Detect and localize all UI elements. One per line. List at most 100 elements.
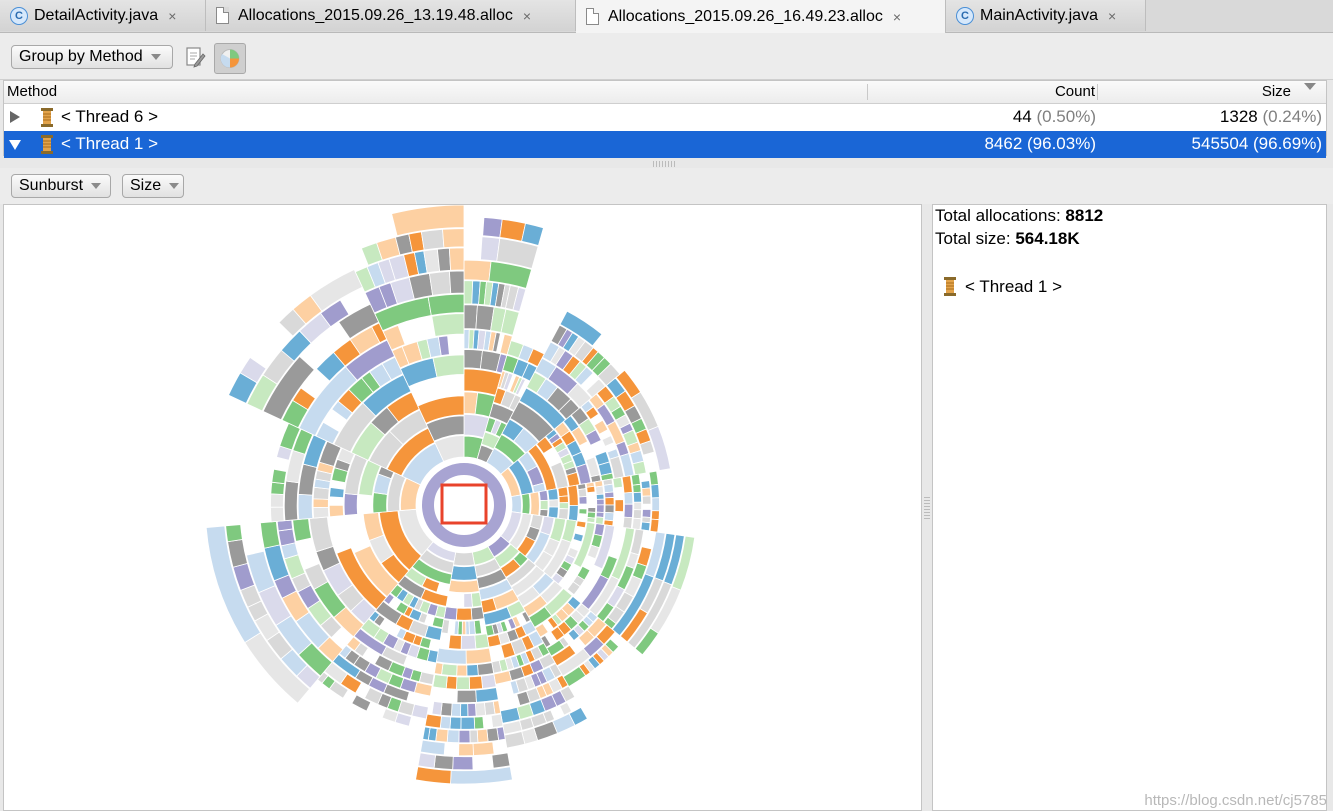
- sunburst-segment[interactable]: [612, 476, 623, 489]
- sunburst-segment[interactable]: [631, 517, 642, 531]
- sunburst-segment[interactable]: [557, 486, 569, 498]
- expand-arrow-icon[interactable]: [10, 111, 20, 123]
- sunburst-segment[interactable]: [500, 641, 516, 659]
- sunburst-segment[interactable]: [468, 675, 484, 690]
- sunburst-segment[interactable]: [547, 488, 559, 501]
- sunburst-segment[interactable]: [632, 491, 642, 503]
- sunburst-segment[interactable]: [566, 471, 581, 487]
- sunburst-segment[interactable]: [445, 675, 458, 690]
- sunburst-segment[interactable]: [432, 674, 448, 689]
- sunburst-root-ring[interactable]: [422, 463, 506, 547]
- sunburst-segment[interactable]: [448, 579, 480, 594]
- chart-metric-dropdown[interactable]: Size: [122, 174, 184, 198]
- sunburst-segment[interactable]: [271, 468, 287, 485]
- sunburst-segment[interactable]: [601, 435, 615, 447]
- sunburst-segment[interactable]: [474, 633, 490, 650]
- sunburst-segment[interactable]: [546, 616, 559, 630]
- sunburst-segment[interactable]: [441, 663, 458, 677]
- sunburst-segment[interactable]: [465, 647, 493, 665]
- sunburst-segment[interactable]: [225, 524, 243, 543]
- sunburst-segment[interactable]: [372, 492, 388, 514]
- sunburst-segment[interactable]: [651, 497, 660, 512]
- sunburst-segment[interactable]: [566, 581, 581, 596]
- sunburst-segment[interactable]: [504, 730, 526, 749]
- sunburst-toggle-button[interactable]: [214, 43, 246, 74]
- sunburst-segment[interactable]: [470, 606, 485, 621]
- sunburst-segment[interactable]: [435, 728, 449, 743]
- sunburst-segment[interactable]: [292, 518, 312, 542]
- sunburst-segment[interactable]: [463, 280, 474, 305]
- close-icon[interactable]: ×: [168, 7, 177, 24]
- sunburst-segment[interactable]: [417, 752, 436, 769]
- sunburst-segment[interactable]: [450, 565, 478, 581]
- sunburst-segment[interactable]: [245, 550, 276, 594]
- sunburst-segment[interactable]: [270, 481, 286, 495]
- sunburst-segment[interactable]: [604, 497, 615, 506]
- sunburst-segment[interactable]: [476, 728, 489, 743]
- sunburst-segment[interactable]: [611, 573, 655, 637]
- sunburst-segment[interactable]: [570, 426, 589, 447]
- sunburst-segment[interactable]: [633, 501, 642, 511]
- sunburst-segment[interactable]: [641, 508, 652, 518]
- sunburst-segment[interactable]: [463, 304, 478, 330]
- sunburst-segment[interactable]: [593, 524, 616, 570]
- sunburst-segment[interactable]: [491, 752, 511, 769]
- sunburst-segment[interactable]: [351, 694, 372, 712]
- sunburst-segment[interactable]: [482, 606, 512, 626]
- sunburst-segment[interactable]: [604, 504, 615, 514]
- sunburst-segment[interactable]: [578, 496, 588, 505]
- column-divider[interactable]: [1097, 84, 1098, 100]
- sunburst-segment[interactable]: [499, 218, 526, 242]
- sunburst-segment[interactable]: [482, 217, 503, 238]
- sunburst-segment[interactable]: [475, 687, 499, 703]
- sunburst-segment[interactable]: [529, 491, 540, 516]
- sunburst-segment[interactable]: [362, 512, 385, 542]
- sunburst-segment[interactable]: [452, 551, 476, 567]
- sunburst-segment[interactable]: [312, 498, 329, 508]
- sunburst-segment[interactable]: [420, 228, 445, 251]
- sunburst-segment[interactable]: [622, 516, 633, 529]
- sunburst-segment[interactable]: [621, 475, 633, 494]
- column-divider[interactable]: [867, 84, 868, 100]
- sunburst-segment[interactable]: [548, 499, 559, 508]
- sunburst-segment[interactable]: [509, 680, 520, 695]
- sunburst-segment[interactable]: [448, 247, 465, 271]
- sunburst-segment[interactable]: [595, 485, 605, 496]
- sunburst-segment[interactable]: [434, 435, 465, 463]
- horizontal-splitter-handle[interactable]: [653, 161, 675, 167]
- sunburst-segment[interactable]: [431, 700, 443, 716]
- sunburst-segment[interactable]: [634, 627, 659, 656]
- edit-button[interactable]: [182, 44, 208, 70]
- sunburst-segment[interactable]: [469, 729, 479, 744]
- sunburst-segment[interactable]: [648, 470, 659, 486]
- sunburst-segment[interactable]: [463, 259, 492, 282]
- sunburst-segment[interactable]: [364, 686, 383, 705]
- sunburst-segment[interactable]: [465, 620, 470, 636]
- sunburst-segment[interactable]: [632, 460, 647, 476]
- sunburst-segment[interactable]: [428, 270, 452, 296]
- sunburst-segment[interactable]: [473, 716, 485, 730]
- sunburst-segment[interactable]: [304, 562, 329, 590]
- sunburst-segment[interactable]: [574, 366, 594, 387]
- sunburst-segment[interactable]: [595, 493, 605, 500]
- sunburst-segment[interactable]: [455, 676, 471, 690]
- sunburst-segment[interactable]: [567, 505, 579, 522]
- sunburst-segment[interactable]: [521, 222, 544, 247]
- sunburst-segment[interactable]: [632, 509, 642, 520]
- sunburst-segment[interactable]: [586, 485, 596, 494]
- sunburst-segment[interactable]: [452, 756, 474, 771]
- sunburst-segment[interactable]: [521, 610, 532, 623]
- sunburst-segment[interactable]: [516, 690, 531, 706]
- sunburst-segment[interactable]: [458, 743, 474, 757]
- close-icon[interactable]: ×: [522, 7, 532, 24]
- sunburst-segment[interactable]: [490, 713, 504, 728]
- sunburst-segment[interactable]: [382, 324, 406, 351]
- sunburst-segment[interactable]: [596, 498, 605, 506]
- sunburst-segment[interactable]: [500, 308, 520, 336]
- sunburst-segment[interactable]: [488, 261, 533, 289]
- sunburst-segment[interactable]: [415, 766, 452, 785]
- sunburst-segment[interactable]: [559, 701, 573, 716]
- sunburst-segment[interactable]: [576, 520, 587, 529]
- column-header-method[interactable]: Method: [7, 83, 58, 100]
- close-icon[interactable]: ×: [1107, 7, 1117, 24]
